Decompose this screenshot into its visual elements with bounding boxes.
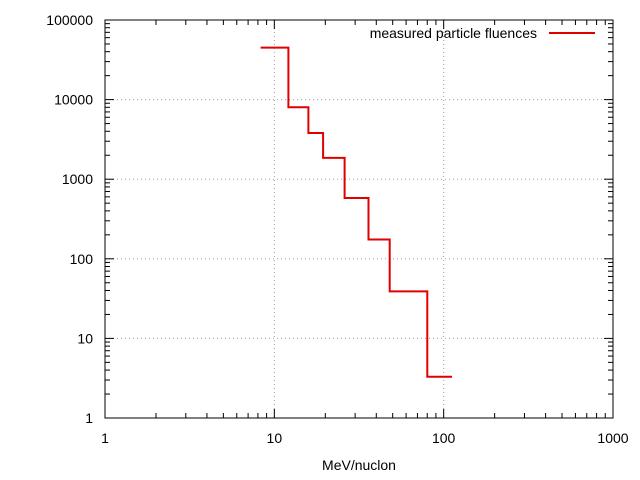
axis-ticks [104, 19, 614, 419]
y-tick-label: 100000 [46, 12, 93, 28]
x-tick-label: 10 [267, 430, 283, 446]
x-tick-label: 1 [101, 430, 109, 446]
x-tick-label: 1000 [597, 430, 628, 446]
y-tick-label: 10000 [54, 92, 93, 108]
y-tick-labels: 1 10 100 1000 10000 100000 [46, 12, 93, 426]
x-axis-title: MeV/nuclon [322, 457, 396, 473]
y-tick-label: 1 [85, 410, 93, 426]
legend-label: measured particle fluences [370, 25, 537, 41]
series-line [260, 46, 452, 378]
y-tick-label: 100 [70, 251, 94, 267]
series-layer [260, 46, 452, 378]
grid [105, 20, 613, 418]
x-tick-labels: 1 10 100 1000 [101, 430, 629, 446]
x-tick-label: 100 [432, 430, 456, 446]
plot-frame [104, 19, 614, 419]
y-tick-label: 10 [77, 330, 93, 346]
legend: measured particle fluences [370, 25, 595, 41]
y-tick-label: 1000 [62, 171, 93, 187]
